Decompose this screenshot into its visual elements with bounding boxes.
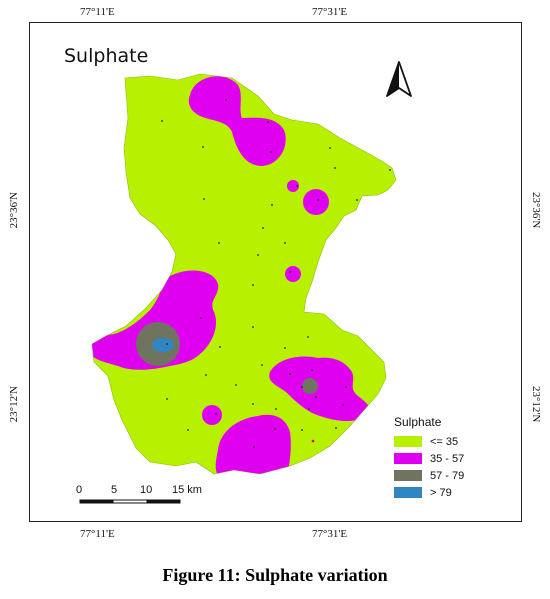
scale-tick-0: 0 (76, 484, 83, 496)
legend-title: Sulphate (394, 415, 442, 429)
legend-label: <= 35 (430, 435, 459, 448)
legend-item: <= 35 (394, 433, 464, 450)
coord-top-right: 77°31'E (312, 6, 348, 18)
figure-caption: Figure 11: Sulphate variation (162, 565, 388, 585)
zone-east-magenta (269, 356, 370, 422)
coord-right-upper: 23°36'N (530, 192, 542, 229)
zone-blue-west (152, 338, 174, 352)
zone-spot-4 (202, 405, 222, 425)
zone-spot-1 (287, 180, 299, 192)
legend-label: 57 - 79 (430, 469, 465, 482)
map-title: Sulphate (64, 45, 149, 67)
coord-top-left: 77°11'E (80, 6, 115, 18)
legend-swatch (394, 487, 422, 498)
legend-swatch (394, 453, 422, 464)
zone-spot-2 (303, 189, 329, 215)
legend-label: > 79 (430, 486, 452, 499)
zone-west-magenta (92, 270, 219, 370)
legend-item: 35 - 57 (394, 450, 464, 467)
sampling-points (161, 99, 391, 448)
legend-swatch (394, 436, 422, 447)
zone-south-magenta (215, 414, 291, 474)
zone-north-magenta (188, 76, 286, 166)
coord-right-lower: 23°12'N (530, 386, 542, 423)
legend: Sulphate <= 35 35 - 57 57 - 79 > 79 (394, 415, 464, 501)
coord-bottom-left: 77°11'E (80, 528, 115, 540)
legend-label: 35 - 57 (430, 452, 465, 465)
legend-item: > 79 (394, 484, 464, 501)
zone-spot-3 (285, 266, 301, 282)
zone-grey-east (302, 378, 318, 394)
coord-bottom-right: 77°31'E (312, 528, 348, 540)
legend-swatch (394, 470, 422, 481)
scale-tick-15: 15 km (172, 484, 202, 496)
scale-tick-5: 5 (111, 484, 118, 496)
legend-item: 57 - 79 (394, 467, 464, 484)
north-arrow-icon (386, 61, 412, 97)
scale-tick-10: 10 (140, 484, 153, 496)
scale-bar (79, 499, 181, 504)
